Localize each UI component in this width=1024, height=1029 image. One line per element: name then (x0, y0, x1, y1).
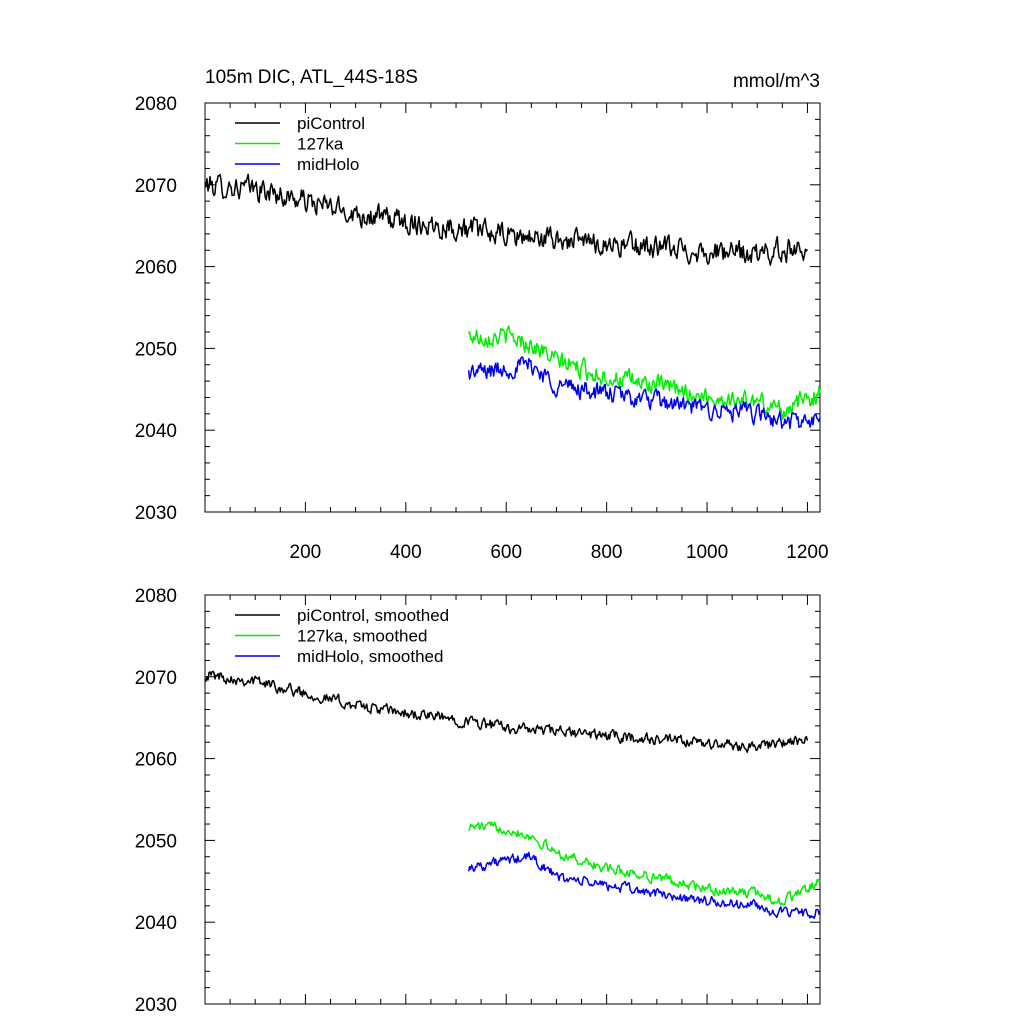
x-tick-label: 400 (390, 542, 422, 563)
y-tick-label: 2080 (135, 94, 177, 115)
y-tick-label: 2050 (135, 831, 177, 852)
y-tick-label: 2060 (135, 750, 177, 771)
legend-label: midHolo, smoothed (297, 647, 443, 666)
plot-frame (204, 594, 821, 1005)
y-tick-label: 2050 (135, 339, 177, 360)
y-tick-label: 2060 (135, 258, 177, 279)
x-tick-label: 1000 (686, 542, 728, 563)
y-tick-label: 2070 (135, 668, 177, 689)
series-line-midholo (467, 851, 821, 920)
top-panel: 2030 2040 2050 2060 2070 2080 200 400 600 800 1000… (135, 67, 829, 563)
y-tick-label: 2040 (135, 421, 177, 442)
x-tick-label: 1200 (786, 542, 828, 563)
series-line-127ka (467, 325, 821, 421)
x-tick-label: 600 (490, 542, 522, 563)
legend-label: piControl (297, 114, 365, 133)
bottom-panel: 2030 2040 2050 2060 2070 2080 piControl, smoot… (135, 586, 821, 1016)
x-tick-label: 200 (290, 542, 322, 563)
legend-label: 127ka (297, 135, 344, 154)
legend-label: midHolo (297, 155, 359, 174)
units-label: mmol/m^3 (733, 71, 820, 92)
series-line-picontrol (204, 173, 809, 266)
y-tick-label: 2080 (135, 586, 177, 607)
series-line-127ka (468, 821, 821, 906)
plot-frame (204, 102, 821, 513)
legend-label: piControl, smoothed (297, 606, 449, 625)
y-tick-label: 2030 (135, 503, 177, 524)
chart-title: 105m DIC, ATL_44S-18S (205, 67, 418, 88)
series-line-picontrol (204, 670, 809, 754)
y-tick-label: 2030 (135, 995, 177, 1016)
y-tick-label: 2070 (135, 176, 177, 197)
x-tick-label: 800 (591, 542, 623, 563)
legend-label: 127ka, smoothed (297, 627, 427, 646)
series-line-midholo (467, 356, 821, 430)
y-tick-label: 2040 (135, 913, 177, 934)
